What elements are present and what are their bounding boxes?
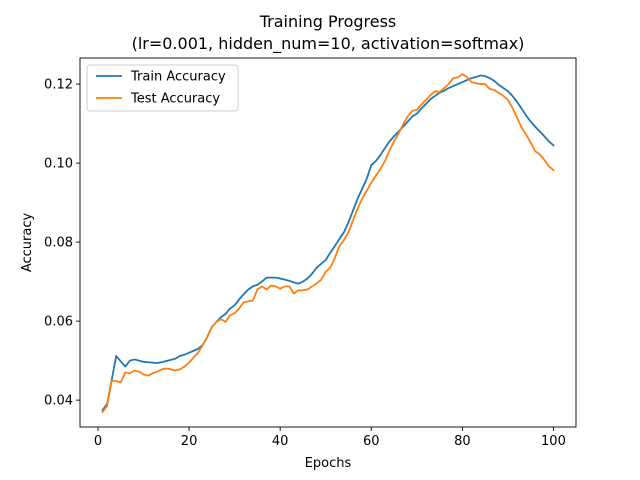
x-tick-label: 40 [272, 434, 289, 449]
y-tick-label: 0.12 [44, 78, 73, 93]
y-tick-label: 0.04 [44, 394, 73, 409]
x-tick-label: 100 [541, 434, 566, 449]
x-tick-label: 60 [363, 434, 380, 449]
x-axis-label: Epochs [305, 456, 352, 471]
series-line-0 [101, 74, 555, 412]
y-tick-label: 0.08 [44, 236, 73, 251]
y-tick-label: 0.06 [44, 315, 73, 330]
x-tick-label: 0 [94, 434, 102, 449]
x-tick-label: 80 [454, 434, 471, 449]
series-line-1 [101, 73, 555, 414]
y-tick-label: 0.10 [44, 157, 73, 172]
legend-label-1: Test Accuracy [130, 92, 220, 107]
chart-subtitle: (lr=0.001, hidden_num=10, activation=sof… [132, 34, 525, 54]
legend-label-0: Train Accuracy [130, 70, 226, 85]
plot-area [101, 73, 555, 414]
chart-title: Training Progress [259, 12, 397, 31]
legend: Train Accuracy Test Accuracy [86, 64, 239, 112]
legend-box [86, 64, 239, 112]
y-axis-label: Accuracy [20, 213, 35, 273]
x-axis: 0 20 40 60 80 100 [94, 427, 566, 449]
y-axis: 0.04 0.06 0.08 0.10 0.12 [44, 78, 80, 409]
x-tick-label: 20 [181, 434, 198, 449]
